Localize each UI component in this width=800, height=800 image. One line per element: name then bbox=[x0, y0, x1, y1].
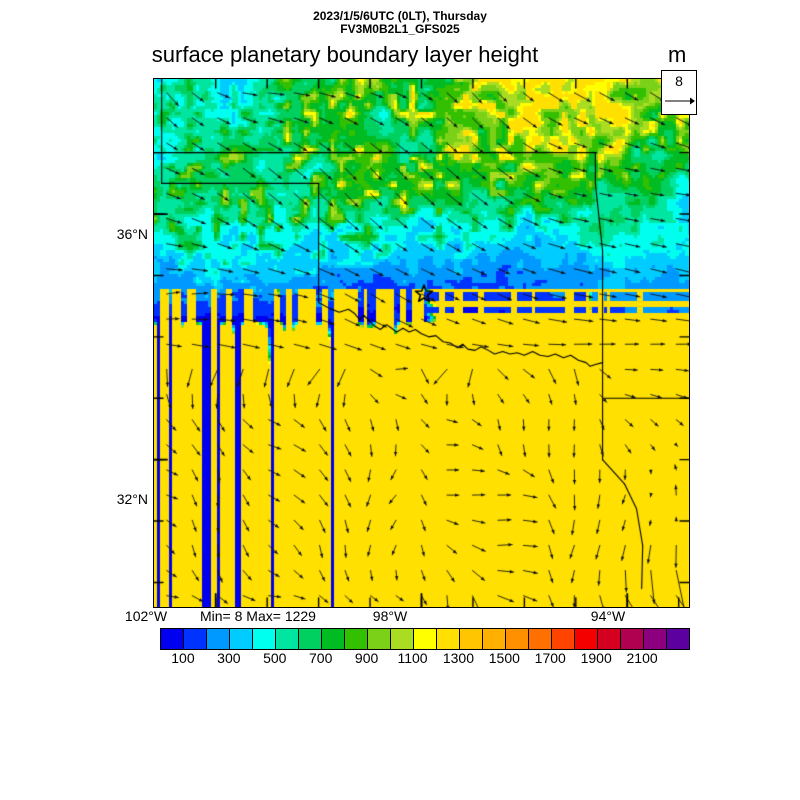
minmax-stats: Min= 8 Max= 1229 bbox=[200, 608, 316, 624]
colorbar-cell bbox=[414, 629, 437, 649]
lat-label-36n: 36°N bbox=[116, 226, 148, 242]
map-plot-area[interactable] bbox=[153, 78, 690, 608]
datetime-title: 2023/1/5/6UTC (0LT), Thursday bbox=[313, 9, 487, 23]
colorbar-tick-label: 2100 bbox=[626, 650, 658, 666]
colorbar-cell bbox=[529, 629, 552, 649]
colorbar-cell bbox=[368, 629, 391, 649]
colorbar-cell bbox=[207, 629, 230, 649]
colorbar-tick-label: 1500 bbox=[488, 650, 520, 666]
colorbar-tick-label: 900 bbox=[354, 650, 379, 666]
colorbar-tick-label: 100 bbox=[171, 650, 195, 666]
colorbar-cell bbox=[667, 629, 689, 649]
colorbar-cell bbox=[437, 629, 460, 649]
colorbar-tick-label: 1900 bbox=[580, 650, 612, 666]
page-title: surface planetary boundary layer height bbox=[151, 42, 539, 67]
title-block: 2023/1/5/6UTC (0LT), Thursday FV3M0B2L1_… bbox=[0, 10, 800, 36]
colorbar-tick-label: 1100 bbox=[397, 650, 428, 666]
colorbar-tick-label: 500 bbox=[263, 650, 287, 666]
colorbar-cell bbox=[161, 629, 184, 649]
colorbar-cell bbox=[598, 629, 621, 649]
colorbar-cell bbox=[644, 629, 667, 649]
colorbar-tick-label: 700 bbox=[309, 650, 333, 666]
pbl-height-heatmap bbox=[154, 79, 689, 607]
colorbar-cell bbox=[322, 629, 345, 649]
colorbar-cell bbox=[483, 629, 506, 649]
lon-label-94w: 94°W bbox=[590, 608, 626, 624]
colorbar-cell bbox=[575, 629, 598, 649]
colorbar-cell bbox=[621, 629, 644, 649]
wind-vector-legend: 8 bbox=[661, 70, 697, 115]
lon-label-98w: 98°W bbox=[372, 608, 408, 624]
colorbar[interactable] bbox=[160, 628, 690, 650]
colorbar-cell bbox=[276, 629, 299, 649]
colorbar-cell bbox=[345, 629, 368, 649]
colorbar-cell bbox=[253, 629, 276, 649]
colorbar-tick-label: 300 bbox=[217, 650, 241, 666]
lat-label-32n: 32°N bbox=[116, 491, 148, 507]
model-title: FV3M0B2L1_GFS025 bbox=[340, 22, 460, 36]
colorbar-cell bbox=[506, 629, 529, 649]
units-label: m bbox=[668, 42, 687, 67]
wind-reference-value: 8 bbox=[675, 73, 683, 89]
colorbar-tick-label: 1700 bbox=[534, 650, 566, 666]
right-arrow-icon bbox=[665, 97, 695, 105]
colorbar-cell bbox=[184, 629, 207, 649]
colorbar-tick-labels: 100 300 500 700 900 1100 1300 1500 1700 1900 2100 bbox=[0, 650, 800, 670]
colorbar-tick-label: 1300 bbox=[442, 650, 474, 666]
lon-label-102w: 102°W bbox=[124, 608, 168, 624]
colorbar-cell bbox=[552, 629, 575, 649]
colorbar-cell bbox=[460, 629, 483, 649]
colorbar-cell bbox=[230, 629, 253, 649]
colorbar-cell bbox=[299, 629, 322, 649]
colorbar-cell bbox=[391, 629, 414, 649]
